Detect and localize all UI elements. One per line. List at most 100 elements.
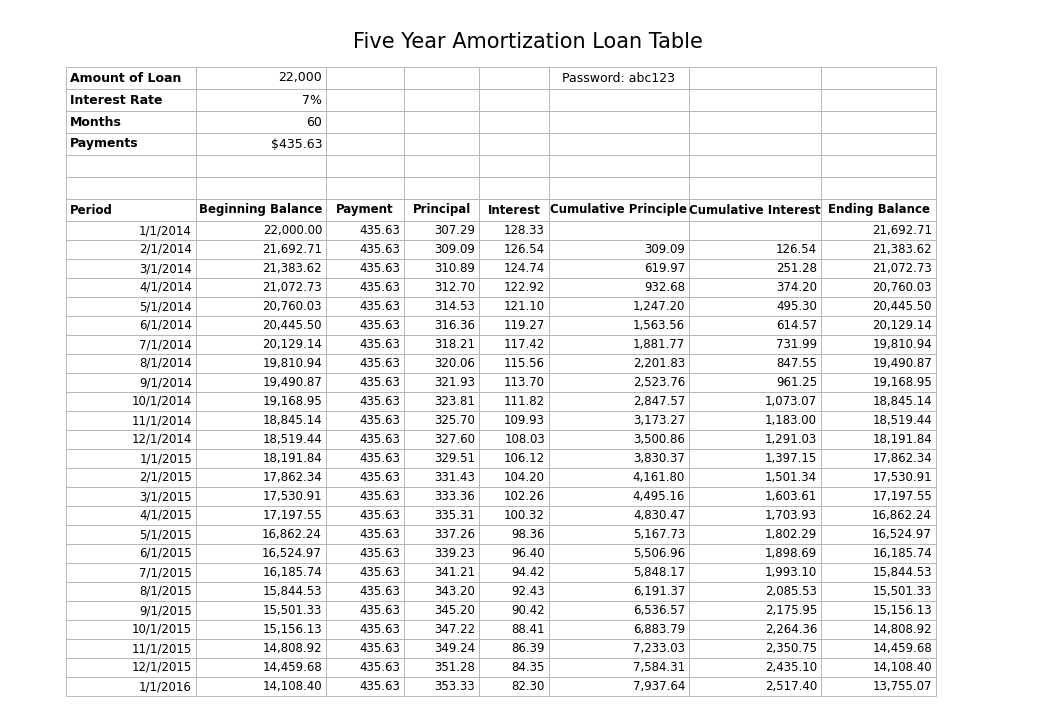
- Bar: [689, 373, 821, 392]
- Bar: [549, 487, 689, 506]
- Text: 14,459.68: 14,459.68: [872, 642, 932, 655]
- Text: 335.31: 335.31: [434, 509, 475, 522]
- Bar: [65, 544, 196, 563]
- Bar: [549, 506, 689, 525]
- Bar: [404, 544, 479, 563]
- Bar: [479, 620, 549, 639]
- Text: Principal: Principal: [413, 204, 471, 217]
- Text: 94.42: 94.42: [511, 566, 545, 579]
- Text: Months: Months: [70, 115, 121, 128]
- Bar: [196, 259, 326, 278]
- Bar: [326, 563, 404, 582]
- Text: 98.36: 98.36: [511, 528, 545, 541]
- Bar: [689, 199, 821, 221]
- Bar: [65, 335, 196, 354]
- Bar: [821, 177, 936, 199]
- Bar: [196, 111, 326, 133]
- Bar: [689, 487, 821, 506]
- Text: 20,129.14: 20,129.14: [872, 319, 932, 332]
- Bar: [65, 658, 196, 677]
- Bar: [479, 658, 549, 677]
- Bar: [326, 449, 404, 468]
- Text: 84.35: 84.35: [511, 661, 545, 674]
- Text: 1,993.10: 1,993.10: [765, 566, 817, 579]
- Bar: [479, 525, 549, 544]
- Bar: [549, 449, 689, 468]
- Text: 2/1/2015: 2/1/2015: [139, 471, 192, 484]
- Text: Cumulative Interest: Cumulative Interest: [690, 204, 821, 217]
- Bar: [326, 240, 404, 259]
- Bar: [821, 487, 936, 506]
- Bar: [549, 297, 689, 316]
- Bar: [479, 89, 549, 111]
- Text: 2,435.10: 2,435.10: [765, 661, 817, 674]
- Text: 108.03: 108.03: [505, 433, 545, 446]
- Bar: [689, 601, 821, 620]
- Bar: [821, 111, 936, 133]
- Text: 16,185.74: 16,185.74: [872, 547, 932, 560]
- Text: 614.57: 614.57: [776, 319, 817, 332]
- Text: 321.93: 321.93: [434, 376, 475, 389]
- Text: 21,692.71: 21,692.71: [872, 224, 932, 237]
- Text: 2,175.95: 2,175.95: [765, 604, 817, 617]
- Text: 2,350.75: 2,350.75: [765, 642, 817, 655]
- Bar: [821, 658, 936, 677]
- Bar: [404, 278, 479, 297]
- Text: 19,490.87: 19,490.87: [262, 376, 322, 389]
- Bar: [689, 111, 821, 133]
- Bar: [689, 259, 821, 278]
- Bar: [65, 111, 196, 133]
- Text: 961.25: 961.25: [776, 376, 817, 389]
- Text: 15,501.33: 15,501.33: [872, 585, 932, 598]
- Bar: [689, 620, 821, 639]
- Text: 8/1/2015: 8/1/2015: [139, 585, 192, 598]
- Bar: [326, 278, 404, 297]
- Bar: [404, 487, 479, 506]
- Text: 7,233.03: 7,233.03: [633, 642, 685, 655]
- Bar: [821, 601, 936, 620]
- Text: 109.93: 109.93: [504, 414, 545, 427]
- Text: 5,848.17: 5,848.17: [633, 566, 685, 579]
- Text: Interest Rate: Interest Rate: [70, 93, 163, 107]
- Bar: [479, 563, 549, 582]
- Text: 1/1/2014: 1/1/2014: [139, 224, 192, 237]
- Text: 1,501.34: 1,501.34: [765, 471, 817, 484]
- Text: 7,584.31: 7,584.31: [633, 661, 685, 674]
- Text: 7/1/2014: 7/1/2014: [139, 338, 192, 351]
- Text: 1,703.93: 1,703.93: [765, 509, 817, 522]
- Bar: [196, 199, 326, 221]
- Bar: [689, 411, 821, 430]
- Bar: [821, 392, 936, 411]
- Text: Cumulative Principle: Cumulative Principle: [550, 204, 687, 217]
- Bar: [479, 373, 549, 392]
- Text: 18,845.14: 18,845.14: [872, 395, 932, 408]
- Text: 435.63: 435.63: [359, 661, 400, 674]
- Bar: [821, 506, 936, 525]
- Text: 104.20: 104.20: [504, 471, 545, 484]
- Bar: [196, 373, 326, 392]
- Bar: [689, 316, 821, 335]
- Text: 435.63: 435.63: [359, 490, 400, 503]
- Text: 1,603.61: 1,603.61: [765, 490, 817, 503]
- Text: 12/1/2015: 12/1/2015: [132, 661, 192, 674]
- Text: 16,862.24: 16,862.24: [872, 509, 932, 522]
- Bar: [326, 601, 404, 620]
- Bar: [549, 563, 689, 582]
- Text: 3/1/2015: 3/1/2015: [139, 490, 192, 503]
- Bar: [549, 658, 689, 677]
- Bar: [65, 430, 196, 449]
- Text: 18,519.44: 18,519.44: [262, 433, 322, 446]
- Bar: [821, 677, 936, 696]
- Bar: [196, 677, 326, 696]
- Text: 435.63: 435.63: [359, 319, 400, 332]
- Bar: [404, 677, 479, 696]
- Text: 1,073.07: 1,073.07: [765, 395, 817, 408]
- Text: 3,830.37: 3,830.37: [634, 452, 685, 465]
- Bar: [404, 354, 479, 373]
- Bar: [479, 487, 549, 506]
- Bar: [479, 582, 549, 601]
- Text: 349.24: 349.24: [434, 642, 475, 655]
- Bar: [65, 67, 196, 89]
- Bar: [479, 259, 549, 278]
- Text: 10/1/2014: 10/1/2014: [132, 395, 192, 408]
